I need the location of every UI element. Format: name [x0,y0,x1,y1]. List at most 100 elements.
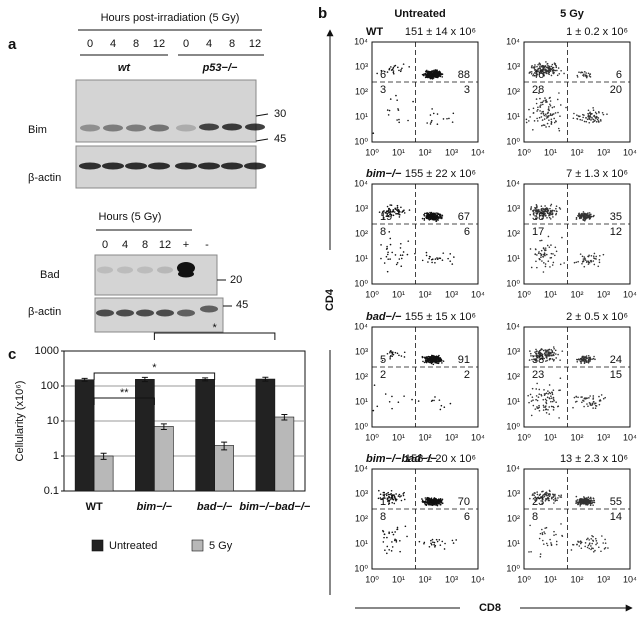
event-dot [427,261,429,263]
event-dot [427,499,429,501]
event-dot [386,270,389,273]
error-bar [281,414,288,421]
bar [154,426,174,492]
event-dot [426,69,428,72]
event-dot [588,539,590,541]
event-dot [429,218,431,221]
event-dot [594,402,597,405]
event-dot [438,498,440,500]
band [176,124,196,132]
genotype-label: bim−/− [366,168,402,180]
event-dot [541,101,544,104]
event-dot [429,211,431,214]
event-dot [540,104,542,106]
event-dot [426,214,429,217]
event-dot [529,524,531,527]
event-dot [391,546,394,548]
event-dot [604,547,607,549]
event-dot [440,499,442,501]
event-dot [550,203,553,206]
event-dot [429,73,432,76]
event-dot [583,256,586,258]
event-dot [427,73,429,76]
event-dot [597,120,600,122]
panel-letter: b [318,5,327,22]
x-tick-label: WT [86,501,103,513]
event-dot [551,351,554,353]
event-dot [587,263,590,265]
event-dot [577,260,579,263]
event-dot [582,258,585,260]
event-dot [589,214,591,217]
event-dot [431,261,433,264]
y-tick-label: 10⁰ [506,136,520,146]
event-dot [536,205,538,207]
event-dot [589,358,591,360]
flow-plot [523,326,631,428]
event-dot [550,497,553,500]
event-dot [431,108,433,110]
significance-bracket [93,397,155,405]
event-dot [579,360,582,363]
event-dot [592,215,595,218]
event-dot [548,348,550,351]
event-dot [433,399,435,402]
event-dot [591,404,594,406]
event-dot [588,547,591,550]
event-dot [538,355,541,357]
event-dot [585,498,588,500]
event-dot [536,493,539,496]
event-dot [541,70,543,72]
event-dot [427,70,430,73]
event-dot [438,257,440,259]
event-dot [537,357,539,359]
event-dot [551,358,554,360]
band [117,266,133,274]
event-dot [595,112,598,115]
event-dot [396,212,399,215]
event-dot [590,259,592,262]
event-dot [442,252,445,254]
event-dot [542,247,545,249]
event-dot [449,253,452,255]
event-dot [546,359,548,362]
event-dot [549,257,552,259]
event-dot [542,496,544,499]
event-dot [559,208,562,210]
event-dot [434,546,436,548]
event-dot [589,116,592,118]
blot [75,79,257,143]
event-dot [392,494,394,496]
event-dot [394,351,397,354]
event-dot [544,263,547,265]
event-dot [582,75,585,77]
event-dot [530,266,533,269]
event-dot [592,497,595,500]
event-dot [595,120,598,123]
event-dot [401,67,403,70]
band [157,266,173,274]
event-dot [537,68,539,71]
event-dot [590,537,593,540]
event-dot [538,210,540,212]
event-dot [552,498,555,501]
event-dot [453,256,455,258]
event-dot [386,253,389,256]
event-dot [394,498,397,501]
event-dot [558,494,560,497]
event-dot [589,402,591,405]
quadrant-percent: 46 [532,69,544,81]
x-tick-label: 10² [418,289,431,299]
event-dot [541,498,544,500]
plot-frame [371,183,479,285]
event-dot [399,550,401,553]
x-tick-label: 10² [570,289,583,299]
y-tick-label: 10⁴ [506,463,520,473]
event-dot [547,108,550,110]
event-dot [539,354,542,357]
event-dot [424,73,427,76]
event-dot [578,545,581,547]
event-dot [384,393,387,395]
band [97,266,113,274]
bar [255,378,276,492]
